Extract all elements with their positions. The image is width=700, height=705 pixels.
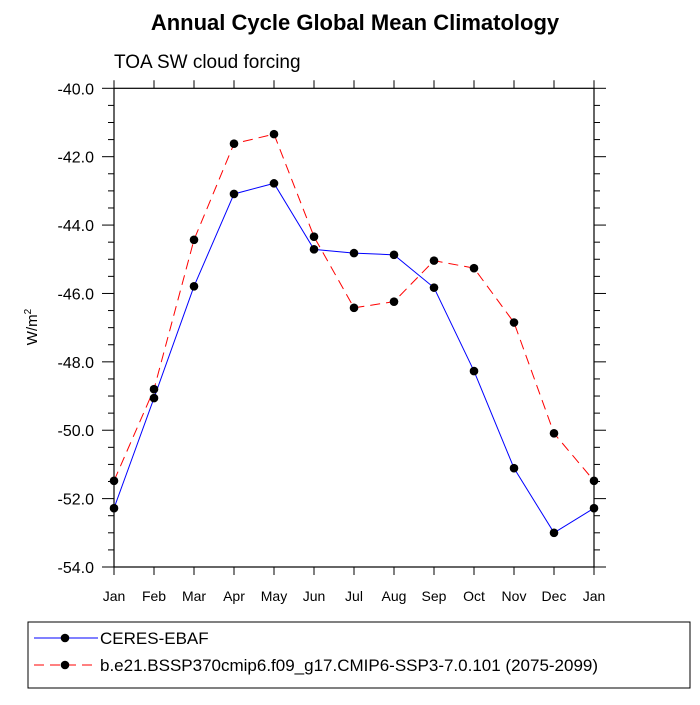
y-tick-label: -50.0: [58, 423, 95, 440]
axes: -40.0 -42.0 -44.0 -46.0 -48.0 -50.0 -52.0 -54.0…: [58, 80, 606, 604]
legend-label: CERES-EBAF: [100, 629, 209, 648]
x-tick-label: Oct: [463, 588, 485, 604]
data-point-0: [229, 189, 239, 199]
x-tick-label: Nov: [502, 588, 527, 604]
series-layer: [109, 129, 599, 538]
data-point-0: [189, 281, 199, 291]
y-tick-label: -46.0: [58, 286, 95, 303]
x-tick-label: Sep: [422, 588, 447, 604]
x-tick-label: Dec: [542, 588, 567, 604]
data-point-1: [309, 232, 319, 241]
x-tick-label: Jan: [103, 588, 126, 604]
data-point-0: [549, 528, 559, 538]
data-point-0: [349, 248, 359, 258]
y-tick-label: -52.0: [58, 492, 95, 509]
y-tick-label: -48.0: [58, 355, 95, 372]
x-tick-label: Jun: [303, 588, 326, 604]
data-point-1: [349, 303, 359, 313]
chart-title: Annual Cycle Global Mean Climatology: [151, 10, 560, 35]
data-point-1: [589, 476, 599, 486]
data-point-0: [309, 245, 319, 254]
legend-marker-0: [60, 633, 70, 643]
data-point-0: [469, 366, 479, 376]
y-tick-label: -54.0: [58, 560, 95, 577]
data-point-1: [109, 476, 119, 486]
data-point-1: [509, 318, 519, 327]
data-point-1: [429, 256, 439, 265]
data-point-0: [429, 283, 439, 292]
data-point-1: [269, 129, 279, 139]
series-line-0: [113, 182, 595, 534]
data-point-1: [189, 235, 199, 245]
x-tick-label: Mar: [182, 588, 206, 604]
data-point-0: [509, 463, 519, 473]
data-point-1: [469, 263, 479, 273]
data-point-0: [109, 503, 119, 513]
legend-box: [27, 621, 691, 689]
y-axis-label: W/m2: [23, 308, 41, 345]
y-axis-label-superscript: 2: [23, 308, 34, 314]
x-tick-label: Feb: [142, 588, 166, 604]
x-tick-label: Jan: [583, 588, 606, 604]
x-tick-label: Jul: [345, 588, 363, 604]
x-tick-label: Aug: [382, 588, 407, 604]
legend: CERES-EBAF b.e21.BSSP370cmip6.f09_g17.CMI…: [27, 621, 691, 689]
plot-frame: [113, 87, 595, 568]
legend-marker-1: [60, 660, 70, 670]
data-point-0: [269, 179, 279, 188]
data-point-0: [149, 393, 159, 403]
y-tick-label: -40.0: [58, 81, 95, 98]
legend-label: b.e21.BSSP370cmip6.f09_g17.CMIP6-SSP3-7.…: [100, 656, 598, 675]
x-tick-label: May: [261, 588, 287, 604]
data-point-0: [589, 503, 599, 513]
data-point-1: [229, 139, 239, 148]
chart-subtitle: TOA SW cloud forcing: [114, 52, 301, 73]
y-tick-label: -44.0: [58, 218, 95, 235]
y-axis-label-unit: W/m: [24, 314, 41, 345]
x-tick-label: Apr: [223, 588, 245, 604]
data-point-1: [149, 384, 159, 394]
data-point-1: [549, 429, 559, 438]
y-tick-label: -42.0: [58, 150, 95, 167]
data-point-1: [389, 297, 399, 306]
data-point-0: [389, 250, 399, 260]
